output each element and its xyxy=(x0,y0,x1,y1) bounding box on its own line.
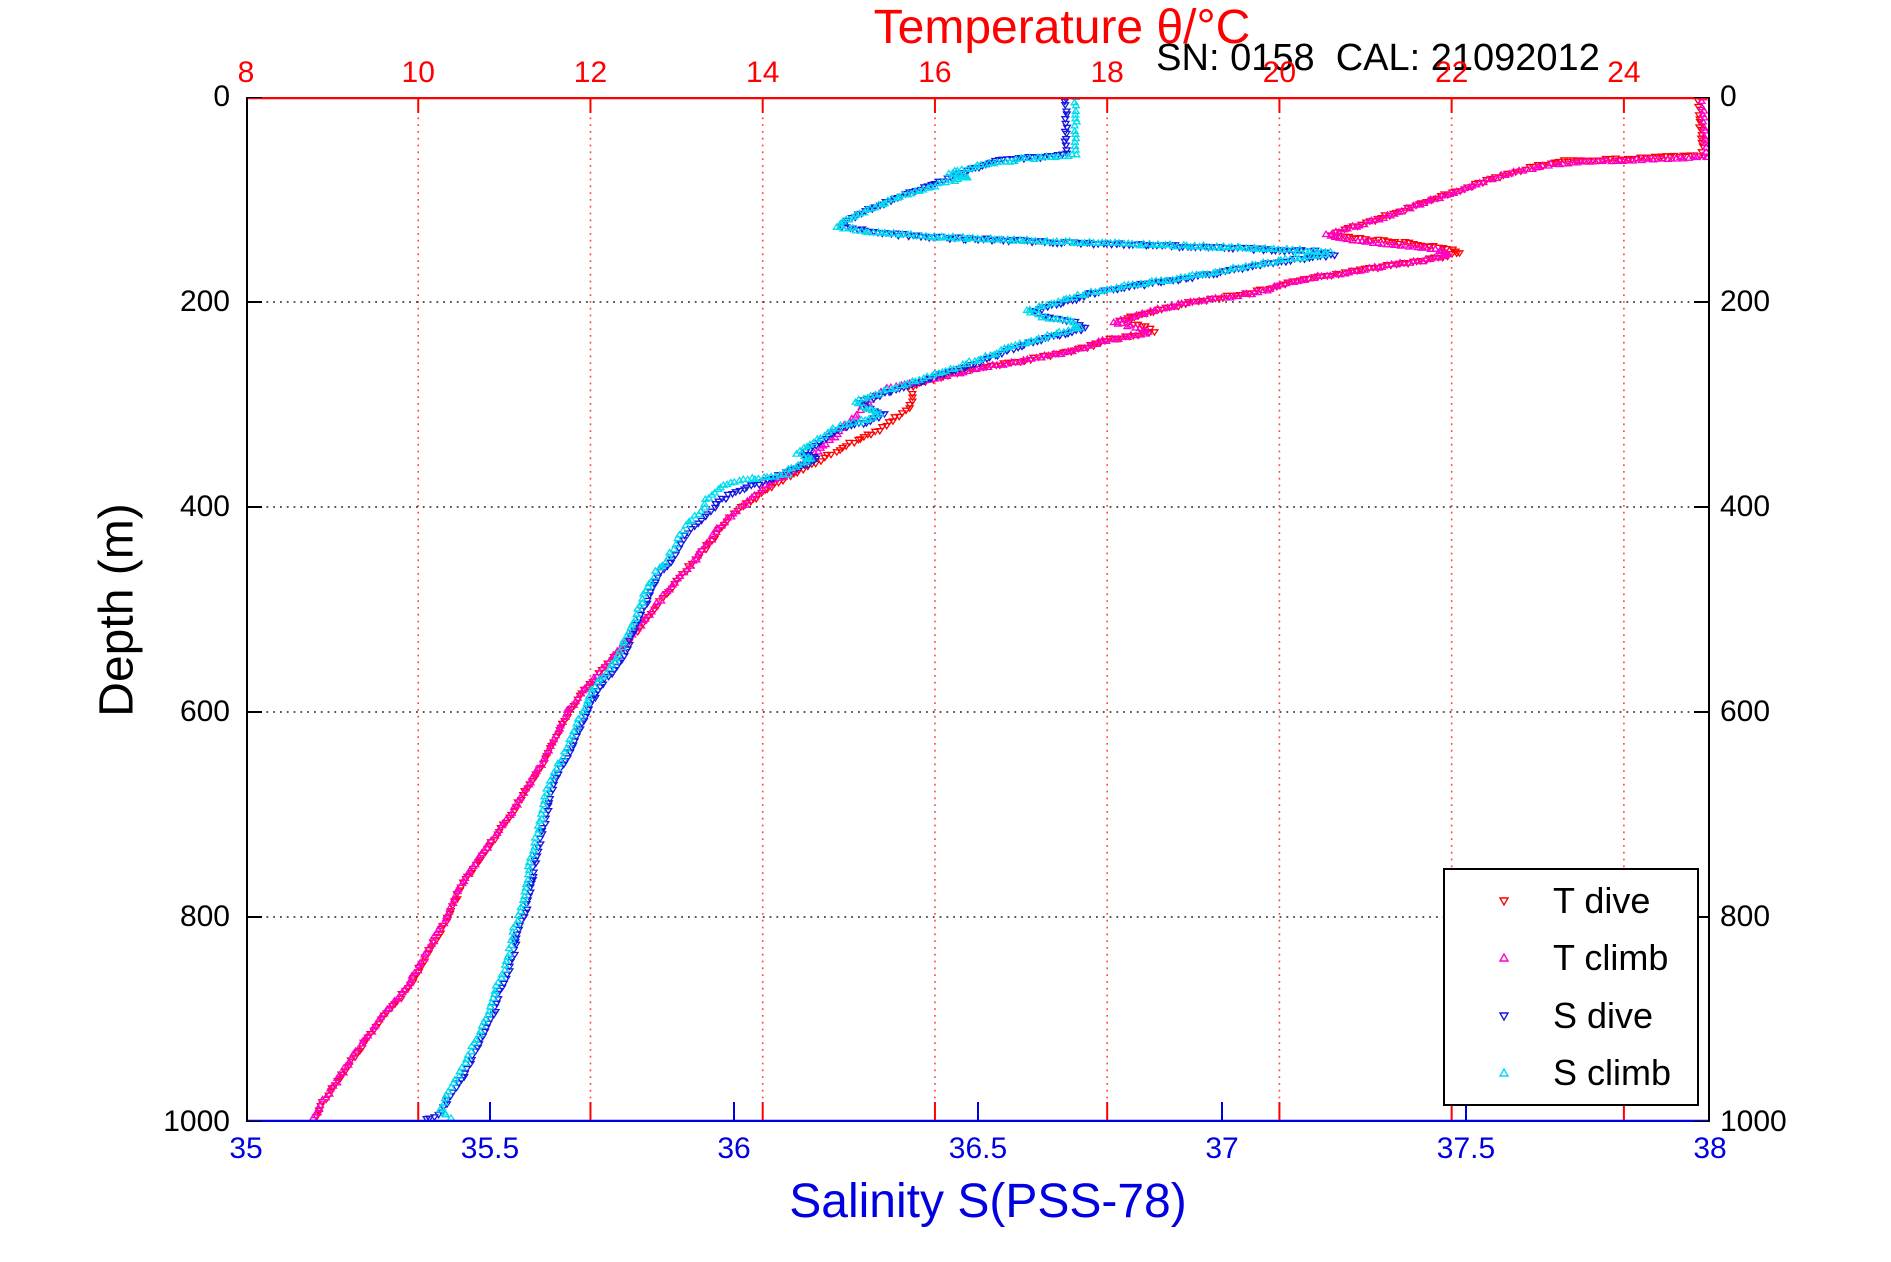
tick-label-temperature: 8 xyxy=(237,56,255,89)
tick-label-salinity: 37.5 xyxy=(1436,1132,1496,1165)
tick-label-temperature: 14 xyxy=(746,56,780,89)
x-axis-label-salinity: Salinity S(PSS-78) xyxy=(789,1175,1187,1228)
legend-label: S climb xyxy=(1553,1051,1672,1093)
plot-area xyxy=(246,97,1710,1122)
legend-label: T climb xyxy=(1553,937,1669,979)
tick-label-depth-right: 0 xyxy=(1720,80,1737,113)
triangle-down-icon xyxy=(1498,897,1510,907)
triangle-down-icon xyxy=(1498,1011,1510,1021)
legend-label: T dive xyxy=(1553,880,1651,922)
y-axis-label-depth: Depth (m) xyxy=(90,503,144,717)
tick-label-temperature: 24 xyxy=(1607,56,1641,89)
tick-label-temperature: 16 xyxy=(918,56,952,89)
tick-label-depth-left: 800 xyxy=(179,900,230,933)
tick-label-depth-left: 0 xyxy=(213,80,230,113)
tick-label-depth-left: 1000 xyxy=(163,1105,230,1138)
tick-label-depth-right: 200 xyxy=(1720,285,1771,318)
series-s-climb xyxy=(435,97,1336,1121)
tick-label-depth-right: 800 xyxy=(1720,900,1771,933)
tick-label-depth-left: 200 xyxy=(179,285,230,318)
legend-item-t-climb: T climb xyxy=(1445,932,1697,984)
plot-subtitle: SN: 0158 CAL: 21092012 xyxy=(1156,37,1600,79)
tick-label-salinity: 35 xyxy=(229,1132,263,1165)
legend-item-t-dive: T dive xyxy=(1445,875,1697,927)
triangle-up-icon xyxy=(1498,952,1510,963)
tick-label-temperature: 10 xyxy=(401,56,435,89)
plot-title: Temperature θ/°C xyxy=(873,1,1251,54)
tick-label-depth-right: 1000 xyxy=(1720,1105,1787,1138)
tick-label-salinity: 36.5 xyxy=(948,1132,1008,1165)
tick-label-salinity: 37 xyxy=(1205,1132,1239,1165)
tick-label-temperature: 12 xyxy=(573,56,608,89)
tick-label-temperature: 22 xyxy=(1434,56,1469,89)
legend-label: S dive xyxy=(1553,994,1654,1036)
series-s-dive xyxy=(422,97,1340,1122)
legend: T dive T climb S dive S climb xyxy=(1443,868,1699,1106)
tick-label-salinity: 38 xyxy=(1693,1132,1727,1165)
tick-label-salinity: 35.5 xyxy=(460,1132,520,1165)
tick-label-depth-left: 600 xyxy=(179,695,230,728)
tick-label-temperature: 20 xyxy=(1262,56,1297,89)
tick-label-temperature: 18 xyxy=(1090,56,1124,89)
tick-label-depth-right: 400 xyxy=(1720,490,1771,523)
tick-label-depth-left: 400 xyxy=(179,490,230,523)
triangle-up-icon xyxy=(1498,1067,1510,1077)
tick-label-salinity: 36 xyxy=(717,1132,751,1165)
tick-label-depth-right: 600 xyxy=(1720,695,1771,728)
legend-item-s-dive: S dive xyxy=(1445,990,1697,1042)
legend-item-s-climb: S climb xyxy=(1445,1047,1697,1099)
